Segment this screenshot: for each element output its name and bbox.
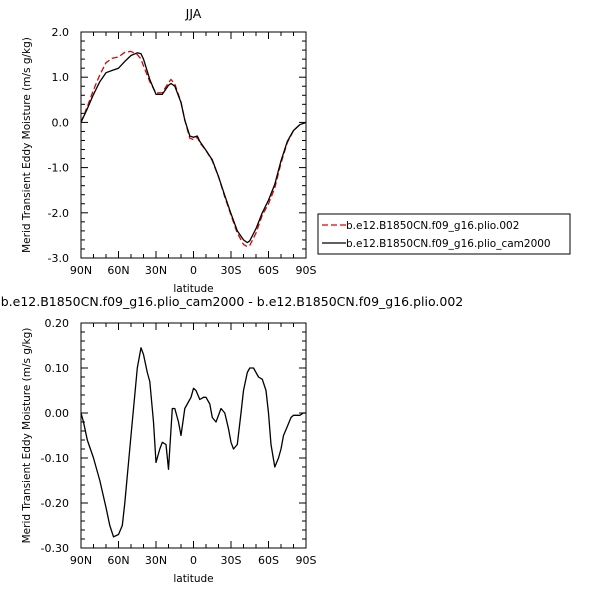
y-tick-label: -2.0	[48, 207, 69, 220]
x-tick-label: 90N	[70, 554, 92, 567]
y-tick-label: 0.0	[52, 116, 70, 129]
series-line-1	[80, 50, 307, 248]
y-tick-label: 1.0	[52, 71, 70, 84]
legend-label: b.e12.B1850CN.f09_g16.plio_cam2000	[346, 238, 551, 250]
y-tick-label: -0.10	[41, 452, 69, 465]
y-tick-label: 2.0	[52, 26, 70, 39]
x-tick-label: 60S	[258, 264, 279, 277]
y-axis-title: Merid Transient Eddy Moisture (m/s g/kg)	[21, 328, 33, 544]
x-tick-label: 30N	[145, 554, 167, 567]
x-tick-label: 0	[190, 554, 197, 567]
series-line-2	[80, 52, 307, 244]
y-tick-label: -0.30	[41, 542, 69, 555]
x-tick-label: 90N	[70, 264, 92, 277]
y-tick-label: -1.0	[48, 162, 69, 175]
x-tick-label: 30S	[221, 554, 242, 567]
chart-title: JJA	[185, 6, 202, 21]
x-tick-label: 60N	[107, 554, 129, 567]
legend: b.e12.B1850CN.f09_g16.plio.002 b.e12.B185…	[317, 213, 571, 255]
x-tick-label: 30N	[145, 264, 167, 277]
y-tick-label: 0.00	[45, 407, 70, 420]
y-tick-label: 0.10	[45, 362, 70, 375]
y-tick-label: -0.20	[41, 497, 69, 510]
x-tick-label: 90S	[296, 554, 317, 567]
y-tick-label: -3.0	[48, 252, 69, 265]
x-axis-title: latitude	[173, 283, 213, 295]
legend-label: b.e12.B1850CN.f09_g16.plio.002	[346, 220, 519, 232]
x-tick-label: 0	[190, 264, 197, 277]
chart-panel-2: b.e12.B1850CN.f09_g16.plio_cam2000 - b.e…	[1, 294, 463, 585]
series-line-1	[80, 347, 306, 538]
plot-frame	[80, 31, 307, 259]
chart-panel-1: JJA 90N 60N 30N 0 30S 60S 90S 2.0 1.0 0.0 -1.0 -2.0 -…	[21, 6, 571, 295]
plot-frame	[80, 322, 307, 549]
x-tick-label: 60N	[107, 264, 129, 277]
x-axis-title: latitude	[173, 573, 213, 585]
legend-box	[317, 213, 571, 255]
y-axis-title: Merid Transient Eddy Moisture (m/s g/kg)	[21, 37, 33, 253]
x-tick-label: 60S	[258, 554, 279, 567]
chart-title: b.e12.B1850CN.f09_g16.plio_cam2000 - b.e…	[1, 294, 463, 309]
y-tick-label: 0.20	[45, 317, 70, 330]
x-tick-label: 30S	[221, 264, 242, 277]
x-tick-label: 90S	[296, 264, 317, 277]
